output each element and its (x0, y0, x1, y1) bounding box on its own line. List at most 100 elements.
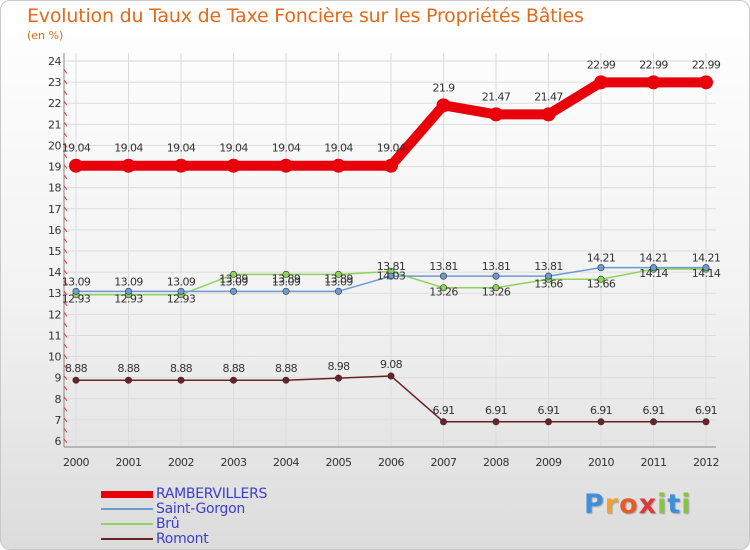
y-tick-label: 12 (48, 308, 61, 321)
y-axis-minor-tick (63, 312, 68, 317)
data-label: 13.09 (272, 275, 301, 288)
y-tick-label: 24 (48, 55, 61, 68)
y-axis-minor-tick (63, 238, 68, 243)
y-axis-minor-tick (63, 396, 68, 402)
data-label: 19.04 (219, 142, 248, 155)
data-label: 22.99 (587, 58, 616, 71)
data-point (387, 372, 395, 380)
data-label: 6.91 (590, 404, 612, 417)
y-axis-minor-tick (63, 164, 68, 169)
y-tick-label: 13 (48, 287, 61, 300)
y-axis-minor-tick (63, 132, 68, 138)
y-tick-label: 18 (48, 182, 61, 195)
data-label: 14.21 (639, 252, 668, 265)
data-label: 12.93 (114, 293, 143, 306)
data-label: 19.04 (324, 142, 353, 155)
data-point (282, 376, 290, 384)
x-tick-label: 2011 (641, 456, 667, 469)
data-point (492, 272, 500, 280)
chart-title: Evolution du Taux de Taxe Foncière sur l… (27, 5, 584, 27)
data-point (489, 107, 503, 122)
data-point (226, 158, 241, 173)
y-axis-minor-tick (63, 322, 68, 328)
y-axis-minor-tick (63, 301, 68, 307)
y-tick-label: 15 (48, 245, 61, 258)
data-label: 8.88 (275, 362, 298, 375)
data-label: 6.91 (485, 404, 507, 417)
y-axis-minor-tick (63, 153, 68, 159)
data-label: 8.88 (117, 362, 140, 375)
data-label: 13.26 (482, 286, 511, 299)
data-point (544, 272, 552, 280)
x-tick-label: 2008 (483, 456, 509, 469)
y-axis-minor-tick (63, 185, 68, 190)
y-axis-minor-tick (63, 248, 68, 254)
data-point (597, 418, 605, 426)
x-tick-label: 2006 (378, 456, 404, 469)
legend-swatch-rambervillers (101, 491, 153, 498)
data-point (439, 272, 447, 280)
y-axis-minor-tick (63, 428, 68, 433)
data-label: 12.93 (62, 293, 91, 306)
y-axis-minor-tick (63, 227, 68, 233)
data-label: 13.89 (219, 272, 248, 285)
data-point (702, 418, 710, 426)
data-label: 8.98 (327, 360, 350, 373)
y-tick-label: 21 (48, 118, 61, 131)
data-point (492, 418, 500, 426)
data-point (649, 264, 657, 272)
logo-letter: P (584, 489, 605, 520)
legend-item-saint-gorgon: Saint-Gorgon (101, 501, 361, 517)
data-label: 19.04 (167, 142, 196, 155)
y-axis-minor-tick (63, 417, 68, 423)
legend-label-romont: Romont (156, 531, 209, 547)
y-tick-label: 6 (55, 435, 62, 448)
logo-letter: r (604, 489, 620, 520)
y-axis-minor-tick (63, 385, 68, 391)
y-tick-label: 17 (48, 203, 61, 216)
data-label: 21.47 (534, 90, 563, 103)
data-label: 6.91 (695, 404, 717, 417)
legend-label-saint-gorgon: Saint-Gorgon (156, 501, 245, 517)
y-axis-minor-tick (63, 343, 68, 349)
y-axis-minor-tick (63, 122, 68, 127)
data-point (384, 158, 398, 173)
y-axis-minor-tick (63, 290, 68, 296)
data-label: 19.04 (62, 142, 91, 155)
y-axis-minor-tick (63, 438, 68, 444)
data-label: 8.88 (170, 362, 193, 375)
x-tick-label: 2012 (693, 456, 719, 469)
legend-swatch-bru (101, 523, 153, 525)
legend-label-rambervillers: RAMBERVILLERS (156, 486, 268, 502)
data-label: 19.04 (114, 142, 143, 155)
y-axis-minor-tick (63, 333, 68, 338)
data-point (492, 284, 500, 292)
data-label: 12.93 (167, 293, 196, 306)
x-tick-label: 2001 (116, 456, 142, 469)
data-point (699, 75, 713, 90)
y-tick-label: 9 (55, 372, 62, 385)
legend-item-romont: Romont (101, 531, 361, 547)
logo-letter: x (638, 489, 658, 520)
y-axis-minor-tick (63, 269, 68, 275)
data-point (334, 270, 342, 278)
y-axis-minor-tick (63, 206, 68, 212)
data-label: 8.88 (222, 362, 245, 375)
x-tick-label: 2009 (536, 456, 562, 469)
data-label: 8.88 (65, 362, 88, 375)
data-label: 22.99 (639, 58, 668, 71)
data-point (174, 158, 188, 173)
data-point (439, 418, 447, 426)
proxiti-logo: Proxiti (584, 489, 692, 520)
data-label: 14.21 (692, 252, 721, 265)
y-axis-minor-tick (63, 217, 68, 222)
legend-item-rambervillers: RAMBERVILLERS (101, 486, 361, 502)
data-label: 13.09 (62, 275, 91, 288)
data-label: 6.91 (432, 404, 454, 417)
data-label: 13.09 (324, 275, 353, 288)
y-axis-minor-tick (63, 407, 68, 412)
data-label: 13.81 (482, 260, 511, 273)
data-point (72, 376, 80, 384)
data-label: 13.81 (534, 260, 563, 273)
